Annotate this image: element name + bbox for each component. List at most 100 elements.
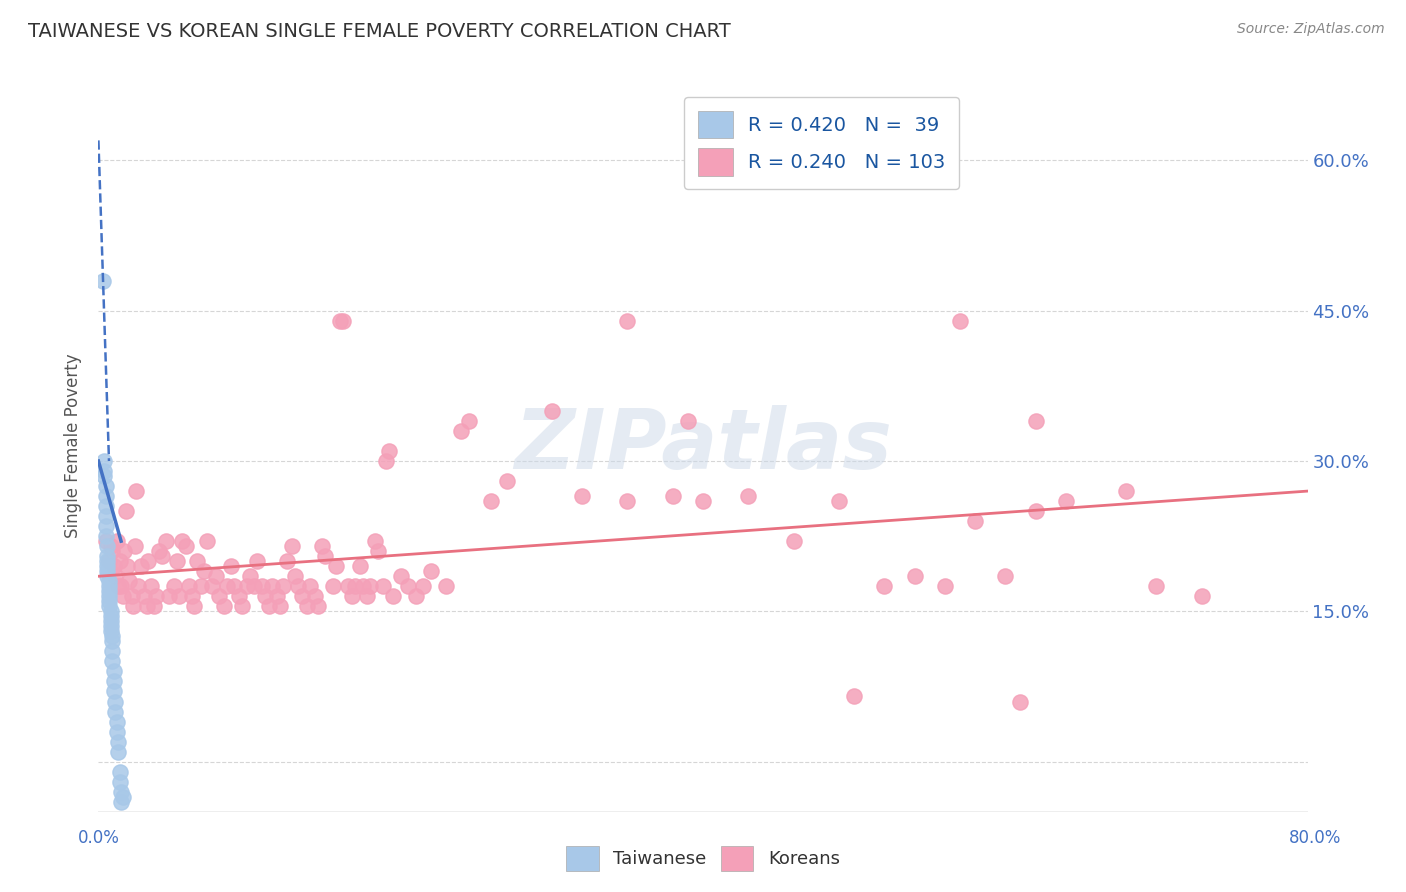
Point <box>186 554 208 568</box>
Point <box>104 694 127 708</box>
Point <box>349 559 371 574</box>
Point <box>396 579 419 593</box>
Point <box>100 609 122 624</box>
Point <box>208 589 231 603</box>
Point <box>352 579 374 593</box>
Point <box>105 534 128 549</box>
Point <box>107 745 129 759</box>
Point <box>382 589 405 603</box>
Point <box>239 569 262 583</box>
Point <box>371 579 394 593</box>
Point <box>93 454 115 468</box>
Point <box>105 714 128 729</box>
Point <box>103 674 125 689</box>
Point <box>311 539 333 553</box>
Point <box>141 579 163 593</box>
Point <box>737 489 759 503</box>
Point <box>342 589 364 603</box>
Point <box>287 579 309 593</box>
Point <box>676 414 699 428</box>
Point <box>481 494 503 508</box>
Point <box>253 589 276 603</box>
Point <box>136 554 159 568</box>
Point <box>100 624 122 639</box>
Text: ZIPatlas: ZIPatlas <box>515 406 891 486</box>
Point <box>111 589 134 603</box>
Point <box>457 414 479 428</box>
Point <box>104 569 127 583</box>
Legend: Taiwanese, Koreans: Taiwanese, Koreans <box>560 838 846 879</box>
Point <box>101 629 124 643</box>
Point <box>692 494 714 508</box>
Point <box>405 589 427 603</box>
Point <box>295 599 318 614</box>
Point <box>965 514 987 528</box>
Point <box>91 274 114 288</box>
Point <box>616 494 638 508</box>
Point <box>93 464 115 478</box>
Point <box>96 539 118 553</box>
Point <box>322 579 344 593</box>
Point <box>118 574 141 589</box>
Point <box>246 554 269 568</box>
Point <box>98 589 121 603</box>
Point <box>98 579 121 593</box>
Point <box>155 534 177 549</box>
Point <box>450 424 472 438</box>
Point <box>115 559 138 574</box>
Point <box>110 785 132 799</box>
Text: 80.0%: 80.0% <box>1288 829 1341 847</box>
Point <box>98 584 121 599</box>
Point <box>143 599 166 614</box>
Point <box>262 579 284 593</box>
Point <box>163 579 186 593</box>
Point <box>124 539 146 553</box>
Point <box>166 554 188 568</box>
Point <box>243 579 266 593</box>
Point <box>271 579 294 593</box>
Point <box>299 579 322 593</box>
Point <box>101 634 124 648</box>
Point <box>107 579 129 593</box>
Point <box>96 564 118 578</box>
Point <box>257 599 280 614</box>
Point <box>96 569 118 583</box>
Point <box>344 579 367 593</box>
Point <box>1010 694 1032 708</box>
Point <box>420 564 443 578</box>
Point <box>212 599 235 614</box>
Point <box>224 579 246 593</box>
Text: 0.0%: 0.0% <box>77 829 120 847</box>
Point <box>201 579 224 593</box>
Point <box>108 764 131 779</box>
Point <box>873 579 896 593</box>
Point <box>96 549 118 564</box>
Point <box>101 544 124 558</box>
Point <box>364 534 387 549</box>
Point <box>150 549 173 564</box>
Y-axis label: Single Female Poverty: Single Female Poverty <box>65 354 83 538</box>
Point <box>250 579 273 593</box>
Point <box>571 489 593 503</box>
Point <box>269 599 291 614</box>
Point <box>159 589 181 603</box>
Point <box>266 589 288 603</box>
Point <box>110 795 132 809</box>
Point <box>107 734 129 748</box>
Point <box>114 504 136 518</box>
Point <box>828 494 851 508</box>
Point <box>98 594 121 608</box>
Point <box>94 519 117 533</box>
Point <box>98 574 121 589</box>
Point <box>281 539 304 553</box>
Point <box>122 599 145 614</box>
Point <box>314 549 336 564</box>
Point <box>94 489 117 503</box>
Text: TAIWANESE VS KOREAN SINGLE FEMALE POVERTY CORRELATION CHART: TAIWANESE VS KOREAN SINGLE FEMALE POVERT… <box>28 22 731 41</box>
Point <box>412 579 434 593</box>
Point <box>844 690 866 704</box>
Point <box>231 599 253 614</box>
Point <box>167 589 190 603</box>
Point <box>235 579 257 593</box>
Point <box>94 509 117 524</box>
